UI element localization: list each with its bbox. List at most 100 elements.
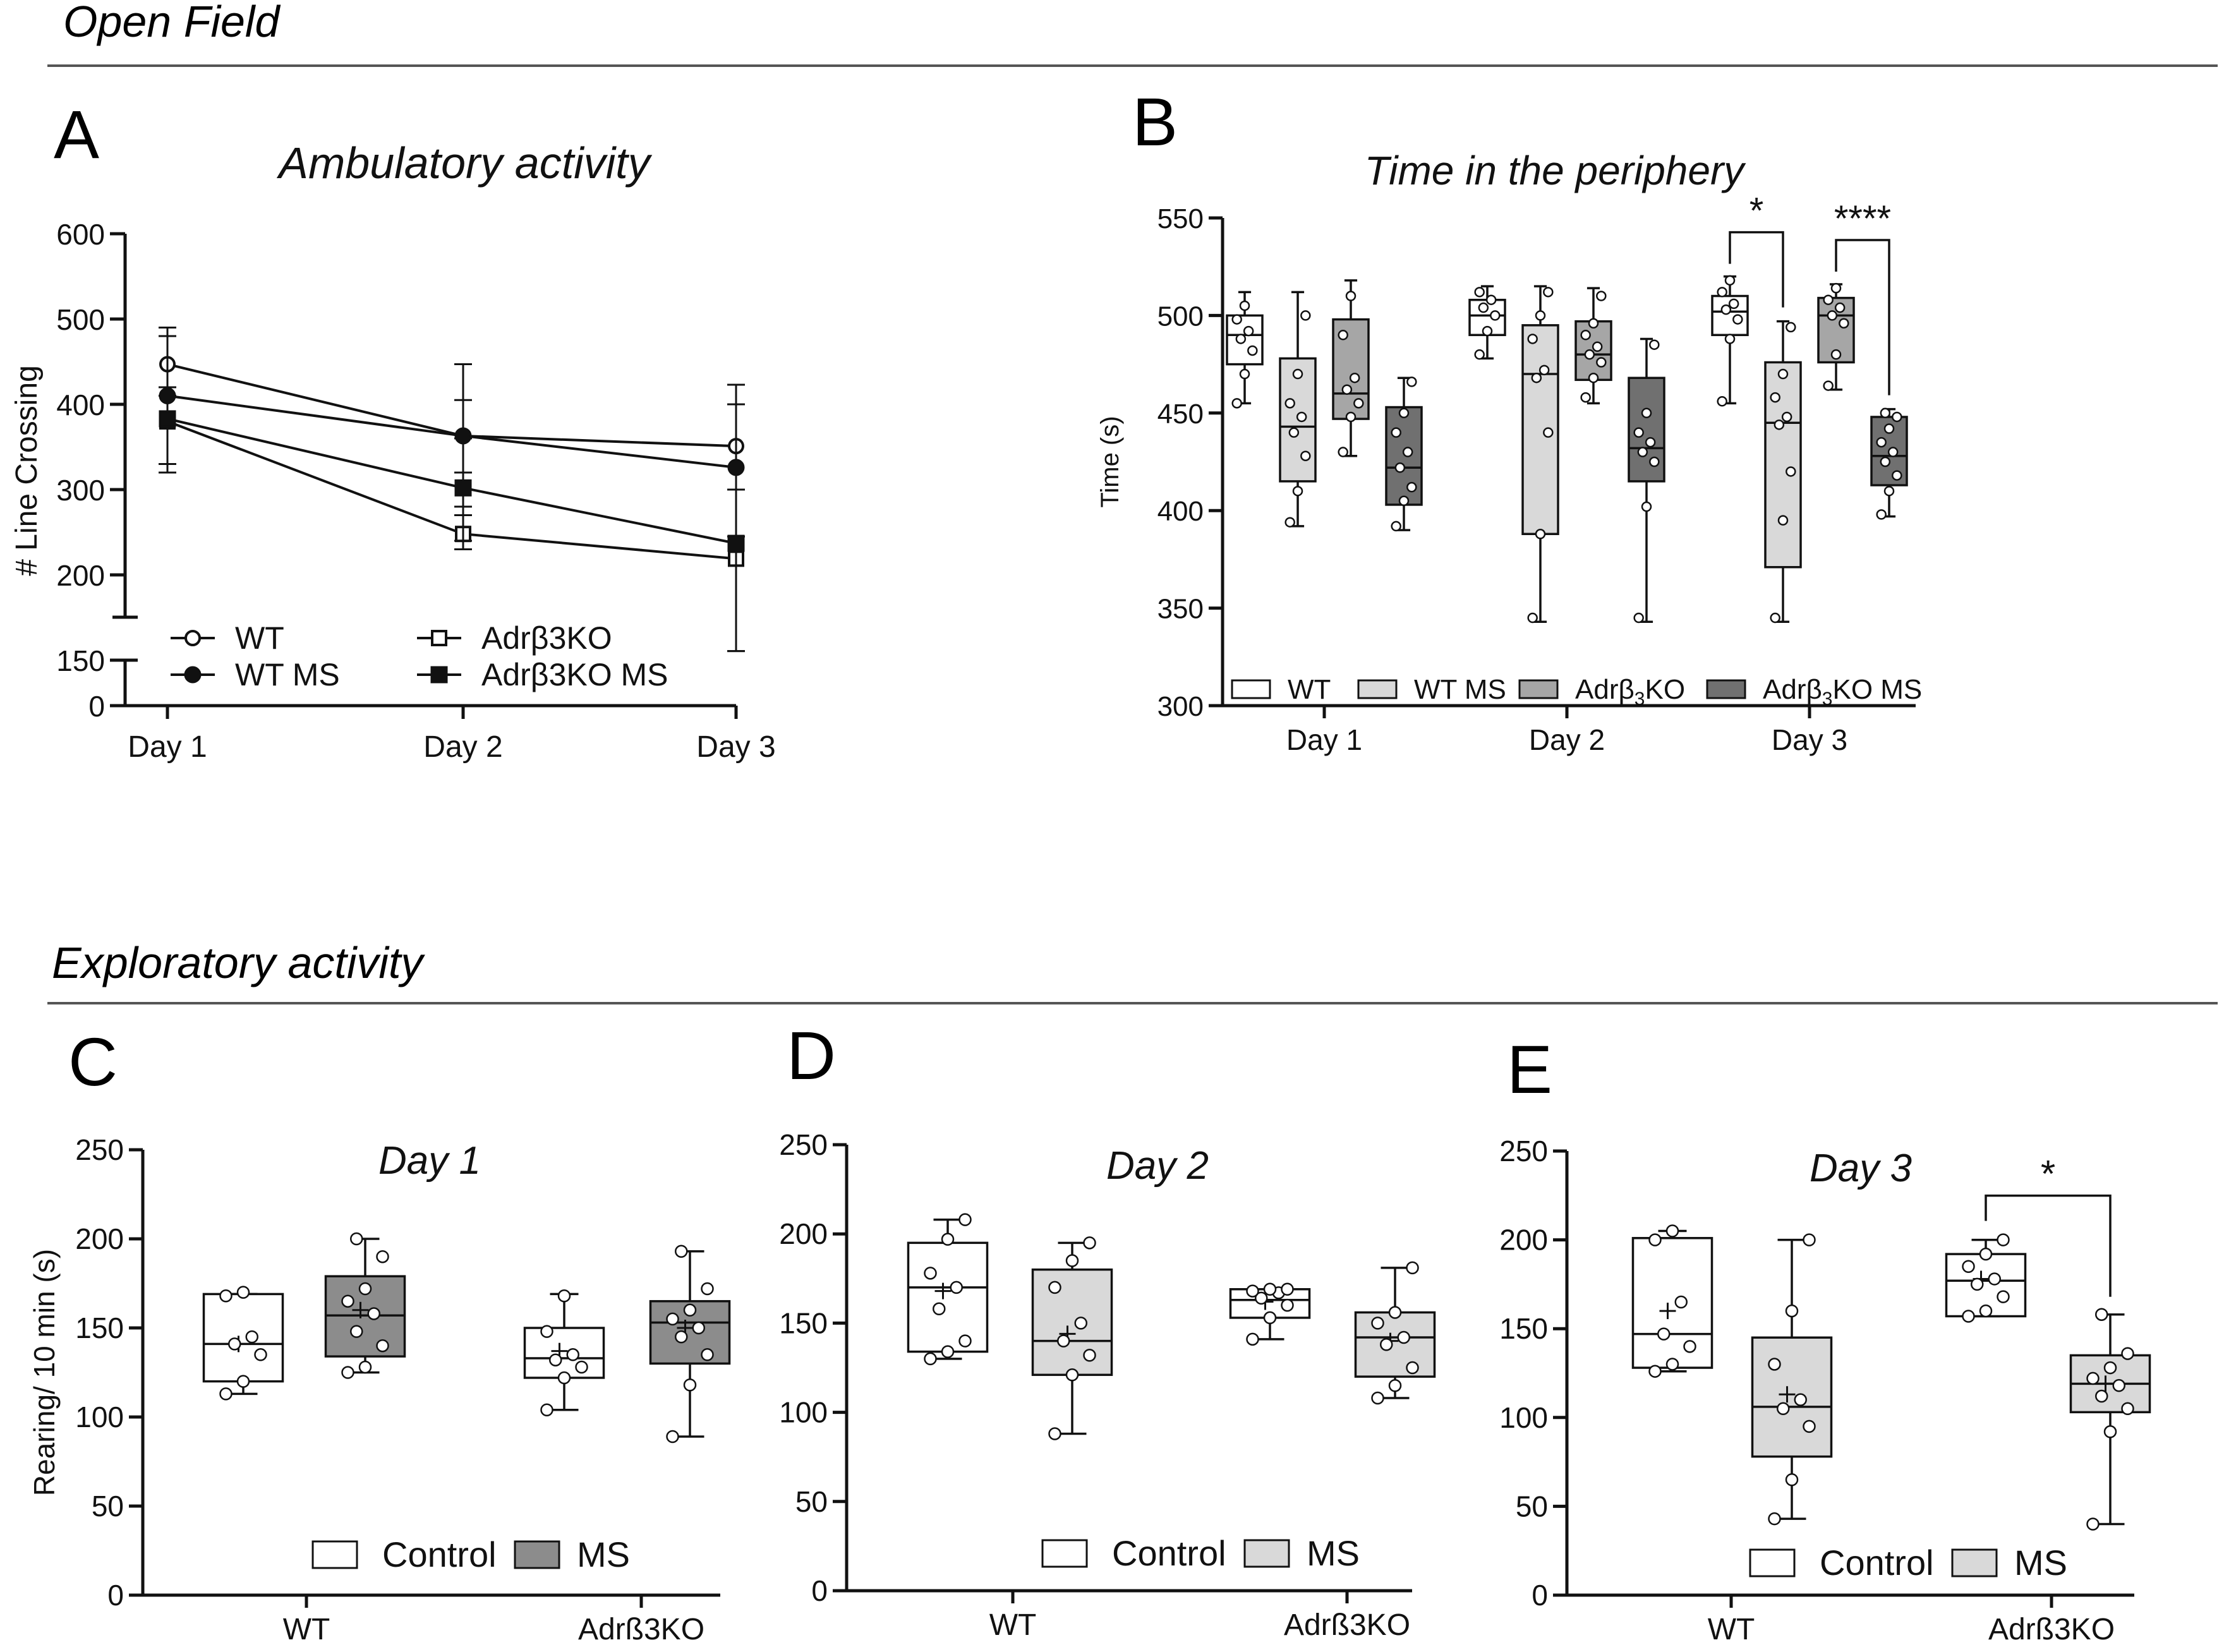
data-point (1406, 481, 1417, 493)
data-point (1717, 287, 1727, 298)
data-point (1777, 1402, 1790, 1415)
legend-label: Control (1112, 1533, 1226, 1573)
data-point (1300, 450, 1311, 461)
data-point (1239, 368, 1250, 380)
data-point (1300, 310, 1311, 321)
panel-letter-e: E (1507, 1031, 1552, 1107)
data-point (1478, 302, 1489, 313)
data-point (1345, 291, 1357, 301)
data-point (1391, 427, 1401, 438)
chart-panel-a: Ambulatory activity 600 500 400 300 200 150 0 Da… (10, 138, 776, 764)
data-point (1880, 407, 1891, 419)
data-point (228, 1337, 241, 1351)
box (202, 1293, 284, 1383)
legend-swatch (1951, 1548, 1998, 1577)
data-point (1388, 1378, 1402, 1392)
data-point (1580, 392, 1591, 403)
data-point (933, 1302, 946, 1316)
data-point (1398, 495, 1410, 507)
data-point (557, 1371, 571, 1385)
y-tick-label: 150 (1499, 1312, 1548, 1345)
data-point (1596, 291, 1607, 301)
data-point (184, 666, 202, 684)
y-tick-label: 50 (92, 1490, 124, 1522)
data-point (1543, 287, 1554, 298)
data-point (924, 1352, 937, 1366)
series-line (167, 418, 737, 545)
data-point (341, 1366, 354, 1379)
data-point (1371, 1317, 1384, 1330)
data-point (727, 534, 745, 552)
panel-letter-b: B (1132, 83, 1178, 160)
section-title-open-field: Open Field (63, 0, 281, 46)
data-point (1284, 398, 1295, 409)
data-point (1803, 1420, 1816, 1433)
data-point (1474, 349, 1485, 360)
data-point (692, 1321, 705, 1335)
data-point (1665, 1358, 1679, 1371)
legend-swatch (1357, 679, 1398, 699)
data-point (1255, 1291, 1268, 1305)
legend-label: Adrβ3KO (1575, 674, 1685, 709)
data-point (1580, 330, 1591, 341)
data-point (1535, 529, 1546, 540)
data-point (1657, 1327, 1671, 1341)
data-point (1823, 380, 1834, 391)
data-point (236, 1375, 250, 1388)
data-point (1786, 322, 1796, 333)
data-point (430, 666, 448, 684)
y-tick-label: 250 (75, 1133, 124, 1166)
data-point (1839, 318, 1849, 329)
data-point (367, 1307, 380, 1320)
data-point (159, 410, 176, 428)
data-point (376, 1250, 389, 1263)
data-point (666, 1312, 679, 1326)
x-tick-label: Day 3 (696, 730, 775, 764)
legend-label: MS (577, 1534, 630, 1574)
y-tick-label: 0 (107, 1579, 124, 1612)
data-point (1239, 300, 1250, 311)
y-axis-label: # Line Crossing (10, 365, 44, 576)
legend-swatch (311, 1540, 358, 1569)
data-point (727, 459, 745, 476)
data-point (1263, 1282, 1277, 1296)
data-point (1246, 1332, 1259, 1346)
data-point (1527, 334, 1538, 344)
data-point (2086, 1517, 2100, 1531)
x-tick-label: Adrß3KO (578, 1613, 704, 1646)
y-tick-label: 100 (779, 1396, 828, 1429)
data-point (1988, 1272, 2001, 1286)
data-point (254, 1348, 267, 1361)
data-point (2103, 1425, 2117, 1438)
data-point (454, 479, 472, 497)
y-tick-label: 200 (779, 1217, 828, 1250)
box (1628, 377, 1665, 483)
data-point (341, 1294, 354, 1308)
y-tick-label: 250 (1499, 1135, 1548, 1167)
data-point (1876, 437, 1887, 448)
data-point (1971, 1277, 1984, 1291)
data-point (1665, 1224, 1679, 1238)
data-point (1588, 372, 1599, 383)
chart-panel-b: Time in the periphery 550 500 450 400 350 300 T… (1096, 148, 1922, 756)
data-point (1962, 1260, 1975, 1274)
data-point (1397, 1330, 1410, 1344)
data-point (1830, 349, 1842, 360)
data-point (1353, 398, 1364, 409)
data-point (1834, 302, 1846, 313)
x-tick-label: Day 3 (1772, 723, 1847, 756)
data-point (1785, 1473, 1799, 1486)
y-tick-label: 150 (779, 1306, 828, 1339)
data-point (1777, 368, 1789, 380)
data-point (2095, 1389, 2108, 1403)
data-point (1231, 398, 1242, 409)
data-point (1246, 1284, 1259, 1298)
data-point (1235, 334, 1247, 344)
data-point (1732, 314, 1743, 325)
data-point (1349, 372, 1360, 383)
data-point (1406, 1361, 1419, 1375)
panel-letter-d: D (787, 1017, 836, 1094)
data-point (1394, 462, 1406, 473)
y-tick-label: 600 (56, 218, 105, 251)
section-title-exploratory: Exploratory activity (52, 938, 425, 987)
